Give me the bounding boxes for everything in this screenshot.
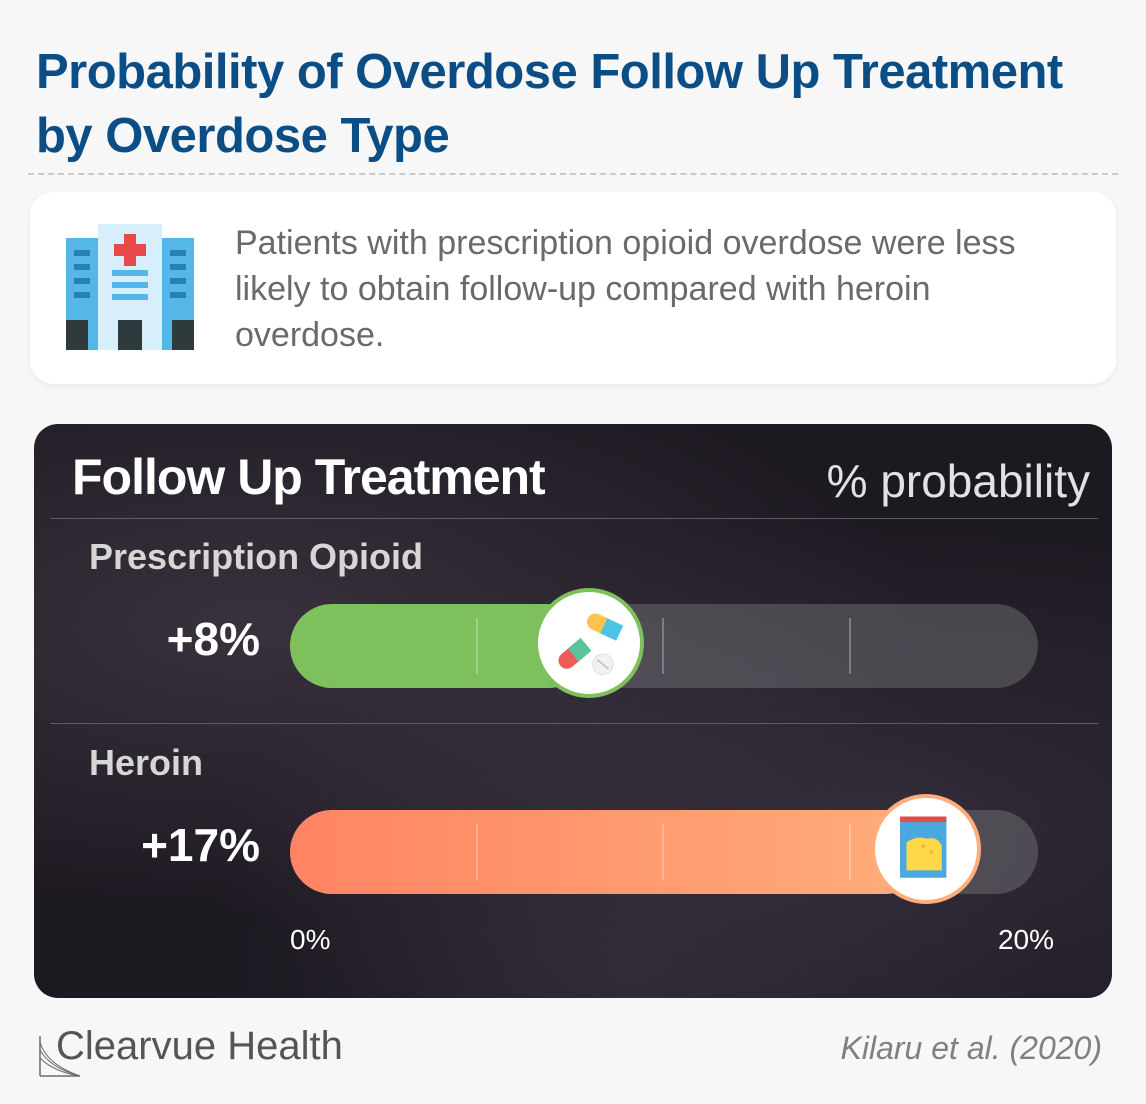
summary-card: Patients with prescription opioid overdo… bbox=[30, 192, 1116, 384]
gridline bbox=[849, 618, 851, 674]
title-divider bbox=[28, 173, 1118, 175]
brand-logo-icon bbox=[39, 1036, 81, 1077]
pills-icon bbox=[534, 588, 645, 698]
hospital-icon bbox=[66, 224, 194, 350]
bar-heroin bbox=[290, 810, 926, 894]
axis-tick-max: 20% bbox=[997, 924, 1054, 955]
category-label-heroin: Heroin bbox=[89, 742, 204, 783]
citation: Kilaru et al. (2020) bbox=[840, 1030, 1102, 1066]
gridline bbox=[849, 824, 851, 880]
gridline bbox=[476, 824, 478, 880]
gridline bbox=[662, 618, 664, 674]
header-separator bbox=[50, 518, 1098, 519]
value-label-prescription-opioid: +8% bbox=[166, 613, 260, 665]
chart-title: Follow Up Treatment bbox=[72, 449, 546, 505]
summary-text: Patients with prescription opioid overdo… bbox=[235, 224, 1016, 354]
chart-unit-label: % probability bbox=[826, 455, 1090, 507]
powder-bag-icon bbox=[870, 794, 981, 904]
brand-name: Clearvue Health bbox=[56, 1024, 343, 1068]
bar-track-prescription-opioid bbox=[290, 604, 1038, 688]
axis-tick-min: 0% bbox=[290, 924, 331, 955]
value-label-heroin: +17% bbox=[141, 819, 260, 871]
row-separator bbox=[50, 723, 1098, 724]
page-title: Probability of Overdose Follow Up Treatm… bbox=[36, 45, 1063, 163]
category-label-prescription-opioid: Prescription Opioid bbox=[89, 536, 424, 577]
gridline bbox=[662, 824, 664, 880]
chart-panel: Follow Up Treatment % probability Prescr… bbox=[34, 424, 1112, 998]
gridline bbox=[476, 618, 478, 674]
